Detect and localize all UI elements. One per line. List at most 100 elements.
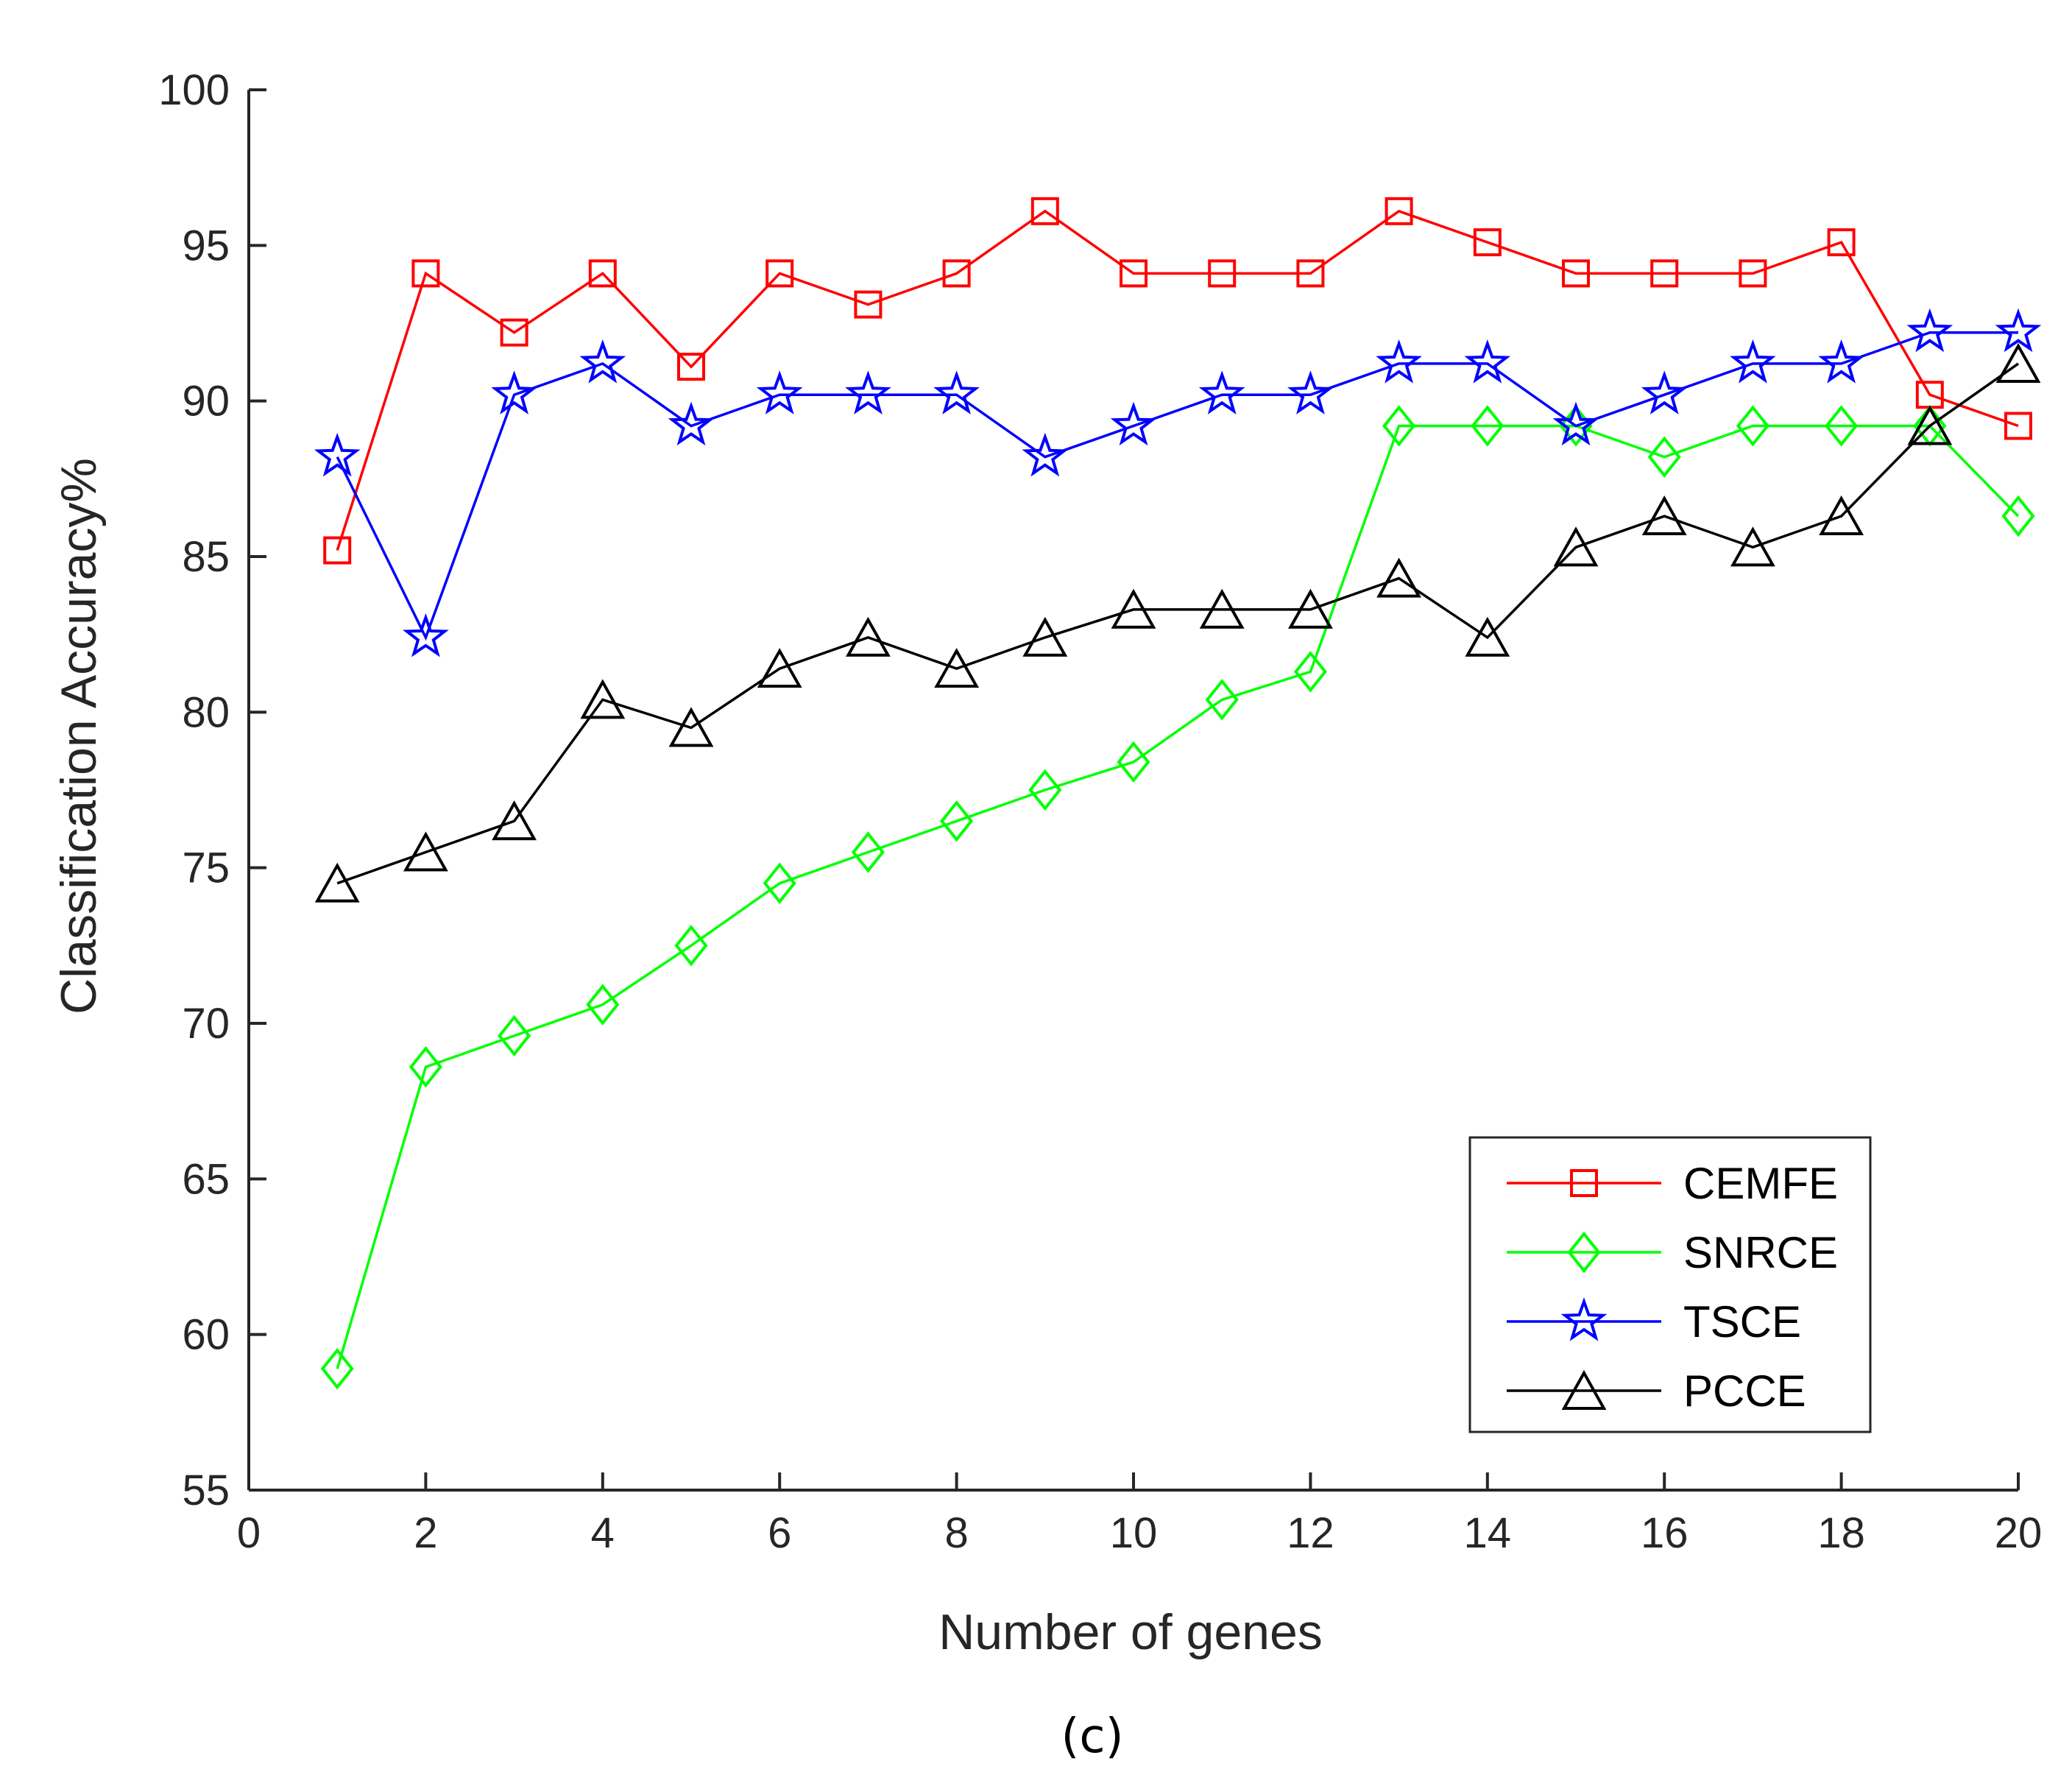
legend-label-snrce: SNRCE — [1683, 1228, 1838, 1277]
x-tick-label: 0 — [237, 1509, 261, 1557]
x-tick-label: 14 — [1464, 1509, 1512, 1557]
data-point-pcce — [1465, 616, 1510, 657]
legend-label-cemfe: CEMFE — [1683, 1159, 1838, 1208]
data-point-pcce — [1819, 495, 1864, 536]
data-point-cemfe — [1650, 259, 1679, 288]
data-point-tsce — [668, 401, 715, 446]
data-point-pcce — [403, 831, 448, 872]
data-point-snrce — [1293, 651, 1327, 693]
data-point-tsce — [1110, 401, 1157, 446]
data-point-snrce — [940, 800, 974, 842]
axes: 0 2 4 6 8 10 12 14 16 18 20 55 60 65 70 75 80 85 90 95 100 — [158, 66, 2042, 1557]
data-point-cemfe — [1030, 197, 1059, 225]
data-point-snrce — [409, 1045, 442, 1088]
data-point-pcce — [1641, 495, 1687, 536]
series-snrce — [320, 405, 2035, 1390]
data-point-tsce — [1464, 339, 1511, 384]
data-point-tsce — [491, 370, 537, 414]
data-point-snrce — [851, 831, 885, 873]
data-point-snrce — [1647, 436, 1681, 478]
y-tick-label: 70 — [182, 1000, 230, 1048]
data-point-cemfe — [677, 353, 705, 381]
data-point-snrce — [1825, 405, 1859, 447]
data-point-cemfe — [1739, 259, 1767, 288]
data-point-cemfe — [1827, 228, 1856, 257]
data-point-tsce — [756, 370, 803, 414]
data-point-tsce — [933, 370, 980, 414]
data-point-tsce — [579, 339, 626, 384]
y-tick-label: 95 — [182, 222, 230, 269]
series-line-pcce — [336, 362, 2020, 885]
x-tick-label: 10 — [1110, 1509, 1158, 1557]
series-tsce — [314, 308, 2042, 657]
series-cemfe — [323, 197, 2032, 565]
legend-label-pcce: PCCE — [1683, 1366, 1806, 1416]
data-point-snrce — [674, 925, 708, 967]
y-tick-label: 55 — [182, 1467, 230, 1514]
data-point-pcce — [1907, 405, 1953, 445]
data-point-pcce — [845, 616, 891, 657]
series-line-cemfe — [336, 209, 2019, 551]
legend-item-snrce: SNRCE — [1507, 1228, 1838, 1277]
data-point-pcce — [1199, 588, 1245, 629]
y-axis-title: Classification Accuracy% — [51, 458, 107, 1014]
legend-box — [1468, 1136, 1872, 1433]
data-point-pcce — [492, 800, 537, 841]
legend-marker-pcce — [1561, 1369, 1607, 1410]
legend-marker-cemfe — [1570, 1169, 1598, 1197]
data-point-cemfe — [765, 259, 794, 288]
data-point-tsce — [314, 432, 361, 477]
data-point-snrce — [320, 1347, 354, 1390]
legend-item-pcce: PCCE — [1507, 1366, 1806, 1416]
data-point-cemfe — [2004, 412, 2032, 440]
data-point-snrce — [498, 1014, 531, 1057]
x-tick-label: 20 — [1995, 1509, 2043, 1557]
data-point-pcce — [1111, 588, 1156, 629]
data-point-tsce — [1818, 339, 1864, 384]
x-tick-label: 2 — [414, 1509, 437, 1557]
legend-item-cemfe: CEMFE — [1507, 1159, 1838, 1208]
data-point-cemfe — [942, 259, 971, 288]
x-tick-label: 16 — [1641, 1509, 1689, 1557]
data-point-snrce — [763, 862, 796, 905]
data-point-snrce — [1028, 769, 1062, 811]
data-point-cemfe — [1208, 259, 1237, 288]
series-line-tsce — [336, 331, 2018, 641]
legend-label-tsce: TSCE — [1683, 1297, 1801, 1347]
y-tick-label: 75 — [182, 844, 230, 892]
data-point-tsce — [845, 370, 891, 414]
data-point-pcce — [1730, 526, 1775, 567]
data-point-pcce — [934, 648, 980, 688]
y-tick-label: 65 — [182, 1155, 230, 1203]
data-point-cemfe — [1296, 259, 1325, 288]
series-layer — [314, 197, 2042, 1390]
data-point-pcce — [1287, 588, 1333, 629]
series-line-snrce — [336, 424, 2020, 1369]
data-point-cemfe — [588, 259, 617, 288]
data-point-pcce — [757, 648, 802, 688]
data-point-snrce — [1117, 741, 1150, 783]
data-point-tsce — [1376, 339, 1422, 384]
legend-item-tsce: TSCE — [1507, 1297, 1801, 1347]
data-point-pcce — [1995, 342, 2041, 383]
data-point-cemfe — [500, 318, 528, 347]
data-point-cemfe — [1385, 197, 1413, 225]
legend: CEMFE SNRCE TSCE PCCE — [1468, 1136, 1872, 1433]
data-point-pcce — [1553, 526, 1599, 567]
data-point-pcce — [580, 679, 626, 719]
y-tick-label: 100 — [158, 66, 230, 114]
data-point-tsce — [403, 613, 449, 657]
data-point-cemfe — [1473, 228, 1502, 257]
series-pcce — [314, 342, 2041, 903]
y-tick-label: 60 — [182, 1311, 230, 1359]
data-point-tsce — [1552, 401, 1599, 446]
data-point-cemfe — [411, 259, 440, 288]
data-point-snrce — [1205, 679, 1239, 721]
data-point-tsce — [1906, 308, 1953, 353]
y-tick-label: 85 — [182, 533, 230, 581]
data-point-pcce — [1376, 557, 1422, 598]
data-point-pcce — [1022, 616, 1068, 657]
figure-caption: (c) — [1061, 1709, 1123, 1764]
legend-marker-tsce — [1560, 1297, 1608, 1341]
